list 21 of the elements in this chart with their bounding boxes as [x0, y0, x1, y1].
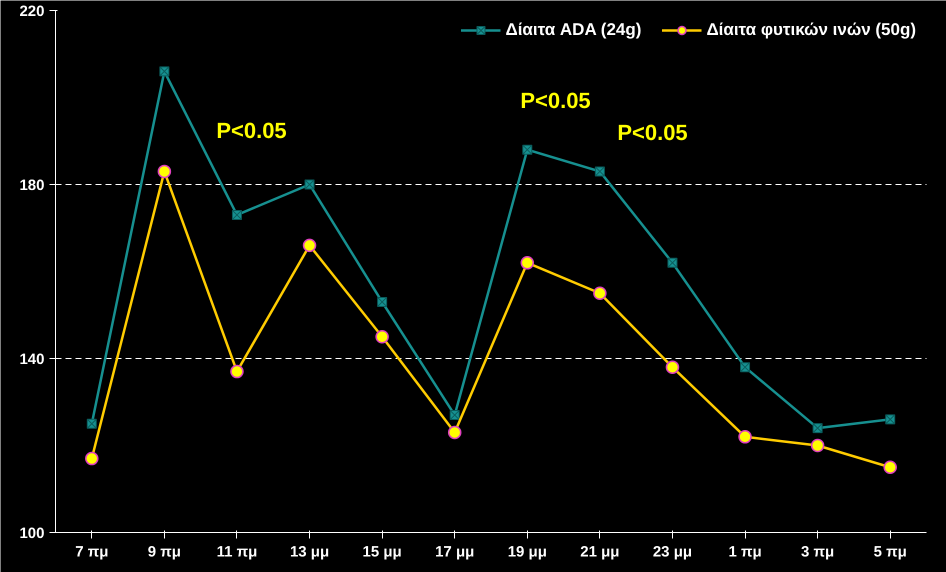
annotation: P<0.05: [520, 88, 591, 113]
y-tick-label: 180: [19, 177, 45, 194]
x-tick-label: 7 πμ: [75, 544, 108, 560]
y-tick-label: 100: [19, 525, 45, 542]
x-tick-label: 23 μμ: [652, 544, 692, 560]
annotation: P<0.05: [216, 118, 287, 143]
x-tick-label: 11 πμ: [216, 544, 258, 560]
x-tick-label: 19 μμ: [508, 544, 547, 560]
x-tick-label: 15 μμ: [362, 544, 402, 560]
annotation: P<0.05: [617, 120, 688, 145]
y-tick-label: 220: [19, 3, 45, 20]
x-tick-label: 21 μμ: [580, 544, 620, 560]
x-tick-label: 3 πμ: [801, 544, 834, 560]
x-tick-label: 13 μμ: [290, 544, 330, 560]
y-tick-label: 140: [19, 351, 45, 368]
x-tick-label: 17 μμ: [435, 544, 474, 560]
legend-label: Δίαιτα ADA (24g): [505, 20, 642, 40]
x-tick-label: 5 πμ: [874, 544, 907, 560]
x-tick-label: 1 πμ: [728, 544, 762, 560]
x-tick-label: 9 πμ: [148, 544, 181, 560]
legend-label: Δίαιτα φυτικών ινών (50g): [706, 20, 916, 40]
